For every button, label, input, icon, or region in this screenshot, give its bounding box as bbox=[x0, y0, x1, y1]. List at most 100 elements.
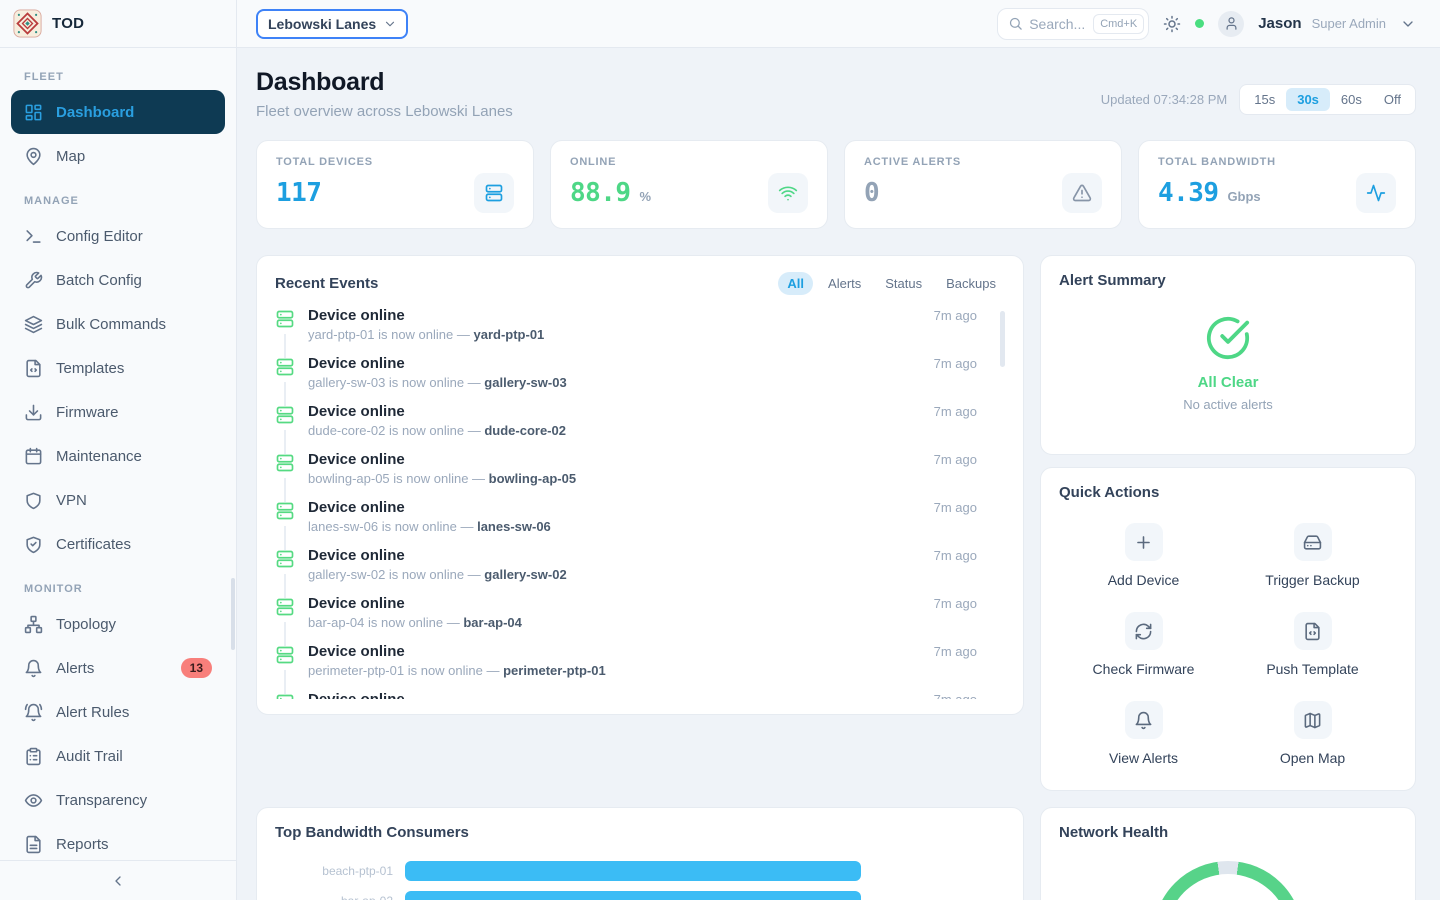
sidebar-item-topology[interactable]: Topology bbox=[11, 602, 225, 646]
bell-ring-icon bbox=[24, 703, 43, 722]
event-time: 7m ago bbox=[933, 596, 977, 611]
quick-action-check-firmware[interactable]: Check Firmware bbox=[1059, 612, 1228, 677]
event-row[interactable]: Device online 7m ago perimeter-ptp-01 is… bbox=[275, 643, 1005, 694]
event-time: 7m ago bbox=[933, 500, 977, 515]
nav-section-monitor: MONITOR Topology Alerts 13 Alert Rules A… bbox=[11, 583, 225, 860]
event-row[interactable]: Device online 7m ago dude-core-02 is now… bbox=[275, 403, 1005, 454]
network-icon bbox=[24, 615, 43, 634]
bandwidth-bar bbox=[405, 891, 861, 900]
sidebar-item-bulk-commands[interactable]: Bulk Commands bbox=[11, 302, 225, 346]
site-selector[interactable]: Lebowski Lanes bbox=[256, 8, 409, 39]
stat-unit: Gbps bbox=[1227, 189, 1261, 204]
bandwidth-device-label: beach-ptp-01 bbox=[322, 864, 393, 878]
quick-action-tile bbox=[1293, 701, 1332, 739]
brand: TOD bbox=[0, 0, 236, 48]
sidebar-item-dashboard[interactable]: Dashboard bbox=[11, 90, 225, 134]
sidebar-item-label: VPN bbox=[56, 491, 87, 509]
sidebar-item-map[interactable]: Map bbox=[11, 134, 225, 178]
user-menu-chevron-icon[interactable] bbox=[1400, 16, 1416, 32]
nav-section-manage: MANAGE Config Editor Batch Config Bulk C… bbox=[11, 195, 225, 566]
avatar[interactable] bbox=[1218, 10, 1245, 37]
download-icon bbox=[24, 403, 43, 422]
sidebar-item-alerts[interactable]: Alerts 13 bbox=[11, 646, 225, 690]
quick-action-open-map[interactable]: Open Map bbox=[1228, 701, 1397, 766]
event-title: Device online bbox=[308, 403, 405, 420]
alert-status: All Clear bbox=[1197, 374, 1259, 391]
server-icon bbox=[275, 405, 295, 425]
wifi-icon bbox=[778, 183, 798, 203]
event-list-scrollbar[interactable] bbox=[1000, 311, 1005, 367]
filter-all[interactable]: All bbox=[778, 272, 814, 295]
quick-action-add-device[interactable]: Add Device bbox=[1059, 523, 1228, 588]
quick-action-tile bbox=[1124, 612, 1163, 650]
quick-action-push-template[interactable]: Push Template bbox=[1228, 612, 1397, 677]
refresh-30s-button[interactable]: 30s bbox=[1286, 88, 1330, 111]
server-icon bbox=[484, 183, 504, 203]
sidebar-item-alert-rules[interactable]: Alert Rules bbox=[11, 690, 225, 734]
event-row[interactable]: Device online 7m ago bar-ap-04 is now on… bbox=[275, 595, 1005, 646]
refresh-60s-button[interactable]: 60s bbox=[1330, 88, 1373, 111]
topbar: Lebowski Lanes Cmd+K Jason Super Admin bbox=[237, 0, 1440, 48]
network-health-gauge: 88 bbox=[1153, 861, 1303, 900]
refresh-off-button[interactable]: Off bbox=[1373, 88, 1412, 111]
filter-status[interactable]: Status bbox=[876, 272, 931, 295]
quick-action-label: Check Firmware bbox=[1092, 661, 1195, 677]
event-row[interactable]: Device online 7m ago bowling-ap-05 is no… bbox=[275, 451, 1005, 502]
user-icon bbox=[1224, 16, 1239, 31]
site-selector-value: Lebowski Lanes bbox=[268, 15, 377, 32]
sidebar-item-label: Transparency bbox=[56, 791, 148, 809]
sidebar-item-firmware[interactable]: Firmware bbox=[11, 390, 225, 434]
stat-icon-tile bbox=[768, 173, 808, 213]
refresh-15s-button[interactable]: 15s bbox=[1243, 88, 1286, 111]
event-message: gallery-sw-02 is now online — gallery-sw… bbox=[308, 567, 567, 582]
quick-action-tile bbox=[1124, 701, 1163, 739]
search-box[interactable]: Cmd+K bbox=[997, 7, 1150, 40]
updated-timestamp: Updated 07:34:28 PM bbox=[1100, 92, 1228, 107]
sidebar-item-reports[interactable]: Reports bbox=[11, 822, 225, 860]
bandwidth-device-label: bar-ap-02 bbox=[275, 894, 393, 900]
filter-backups[interactable]: Backups bbox=[937, 272, 1005, 295]
event-time: 7m ago bbox=[933, 548, 977, 563]
stat-label: TOTAL BANDWIDTH bbox=[1158, 156, 1276, 168]
stat-label: ACTIVE ALERTS bbox=[864, 156, 961, 168]
event-row[interactable]: Device online 7m ago yard-ptp-01 is now … bbox=[275, 307, 1005, 358]
event-row[interactable]: Device online 7m ago gallery-sw-02 is no… bbox=[275, 547, 1005, 598]
sidebar-item-templates[interactable]: Templates bbox=[11, 346, 225, 390]
quick-action-view-alerts[interactable]: View Alerts bbox=[1059, 701, 1228, 766]
refresh-icon bbox=[1134, 622, 1153, 641]
quick-action-label: Open Map bbox=[1279, 750, 1346, 766]
event-title: Device online bbox=[308, 595, 405, 612]
sidebar-item-batch-config[interactable]: Batch Config bbox=[11, 258, 225, 302]
bell-icon bbox=[1134, 711, 1153, 730]
bandwidth-panel: Top Bandwidth Consumers beach-ptp-01 bar… bbox=[256, 807, 1024, 900]
sidebar-item-vpn[interactable]: VPN bbox=[11, 478, 225, 522]
plus-icon bbox=[1134, 533, 1153, 552]
sidebar-collapse-button[interactable] bbox=[0, 860, 236, 900]
sidebar-item-label: Alert Rules bbox=[56, 703, 130, 721]
theme-toggle-button[interactable] bbox=[1163, 15, 1181, 33]
sidebar-item-config-editor[interactable]: Config Editor bbox=[11, 214, 225, 258]
sidebar-item-label: Maintenance bbox=[56, 447, 142, 465]
event-time: 7m ago bbox=[934, 692, 977, 699]
event-row[interactable]: Device online 7m ago gallery-sw-03 is no… bbox=[275, 355, 1005, 406]
sidebar-item-label: Topology bbox=[56, 615, 117, 633]
sidebar-item-label: Alerts bbox=[56, 659, 95, 677]
sidebar-nav: FLEET Dashboard Map MANAGE Config Editor bbox=[0, 48, 236, 860]
event-row[interactable]: Device online 7m ago bbox=[275, 691, 1005, 699]
bandwidth-title: Top Bandwidth Consumers bbox=[275, 824, 469, 841]
server-icon bbox=[275, 453, 295, 473]
search-icon bbox=[1008, 16, 1023, 31]
sidebar-item-certificates[interactable]: Certificates bbox=[11, 522, 225, 566]
quick-action-trigger-backup[interactable]: Trigger Backup bbox=[1228, 523, 1397, 588]
sidebar-scrollbar[interactable] bbox=[231, 578, 235, 650]
search-input[interactable] bbox=[1029, 15, 1088, 32]
main-area: Lebowski Lanes Cmd+K Jason Super Admin bbox=[237, 0, 1440, 900]
event-message: bar-ap-04 is now online — bar-ap-04 bbox=[308, 615, 522, 630]
sidebar-item-maintenance[interactable]: Maintenance bbox=[11, 434, 225, 478]
filter-alerts[interactable]: Alerts bbox=[819, 272, 870, 295]
event-row[interactable]: Device online 7m ago lanes-sw-06 is now … bbox=[275, 499, 1005, 550]
hard-drive-icon bbox=[1303, 533, 1322, 552]
sidebar-item-audit-trail[interactable]: Audit Trail bbox=[11, 734, 225, 778]
server-icon bbox=[275, 549, 295, 569]
sidebar-item-transparency[interactable]: Transparency bbox=[11, 778, 225, 822]
